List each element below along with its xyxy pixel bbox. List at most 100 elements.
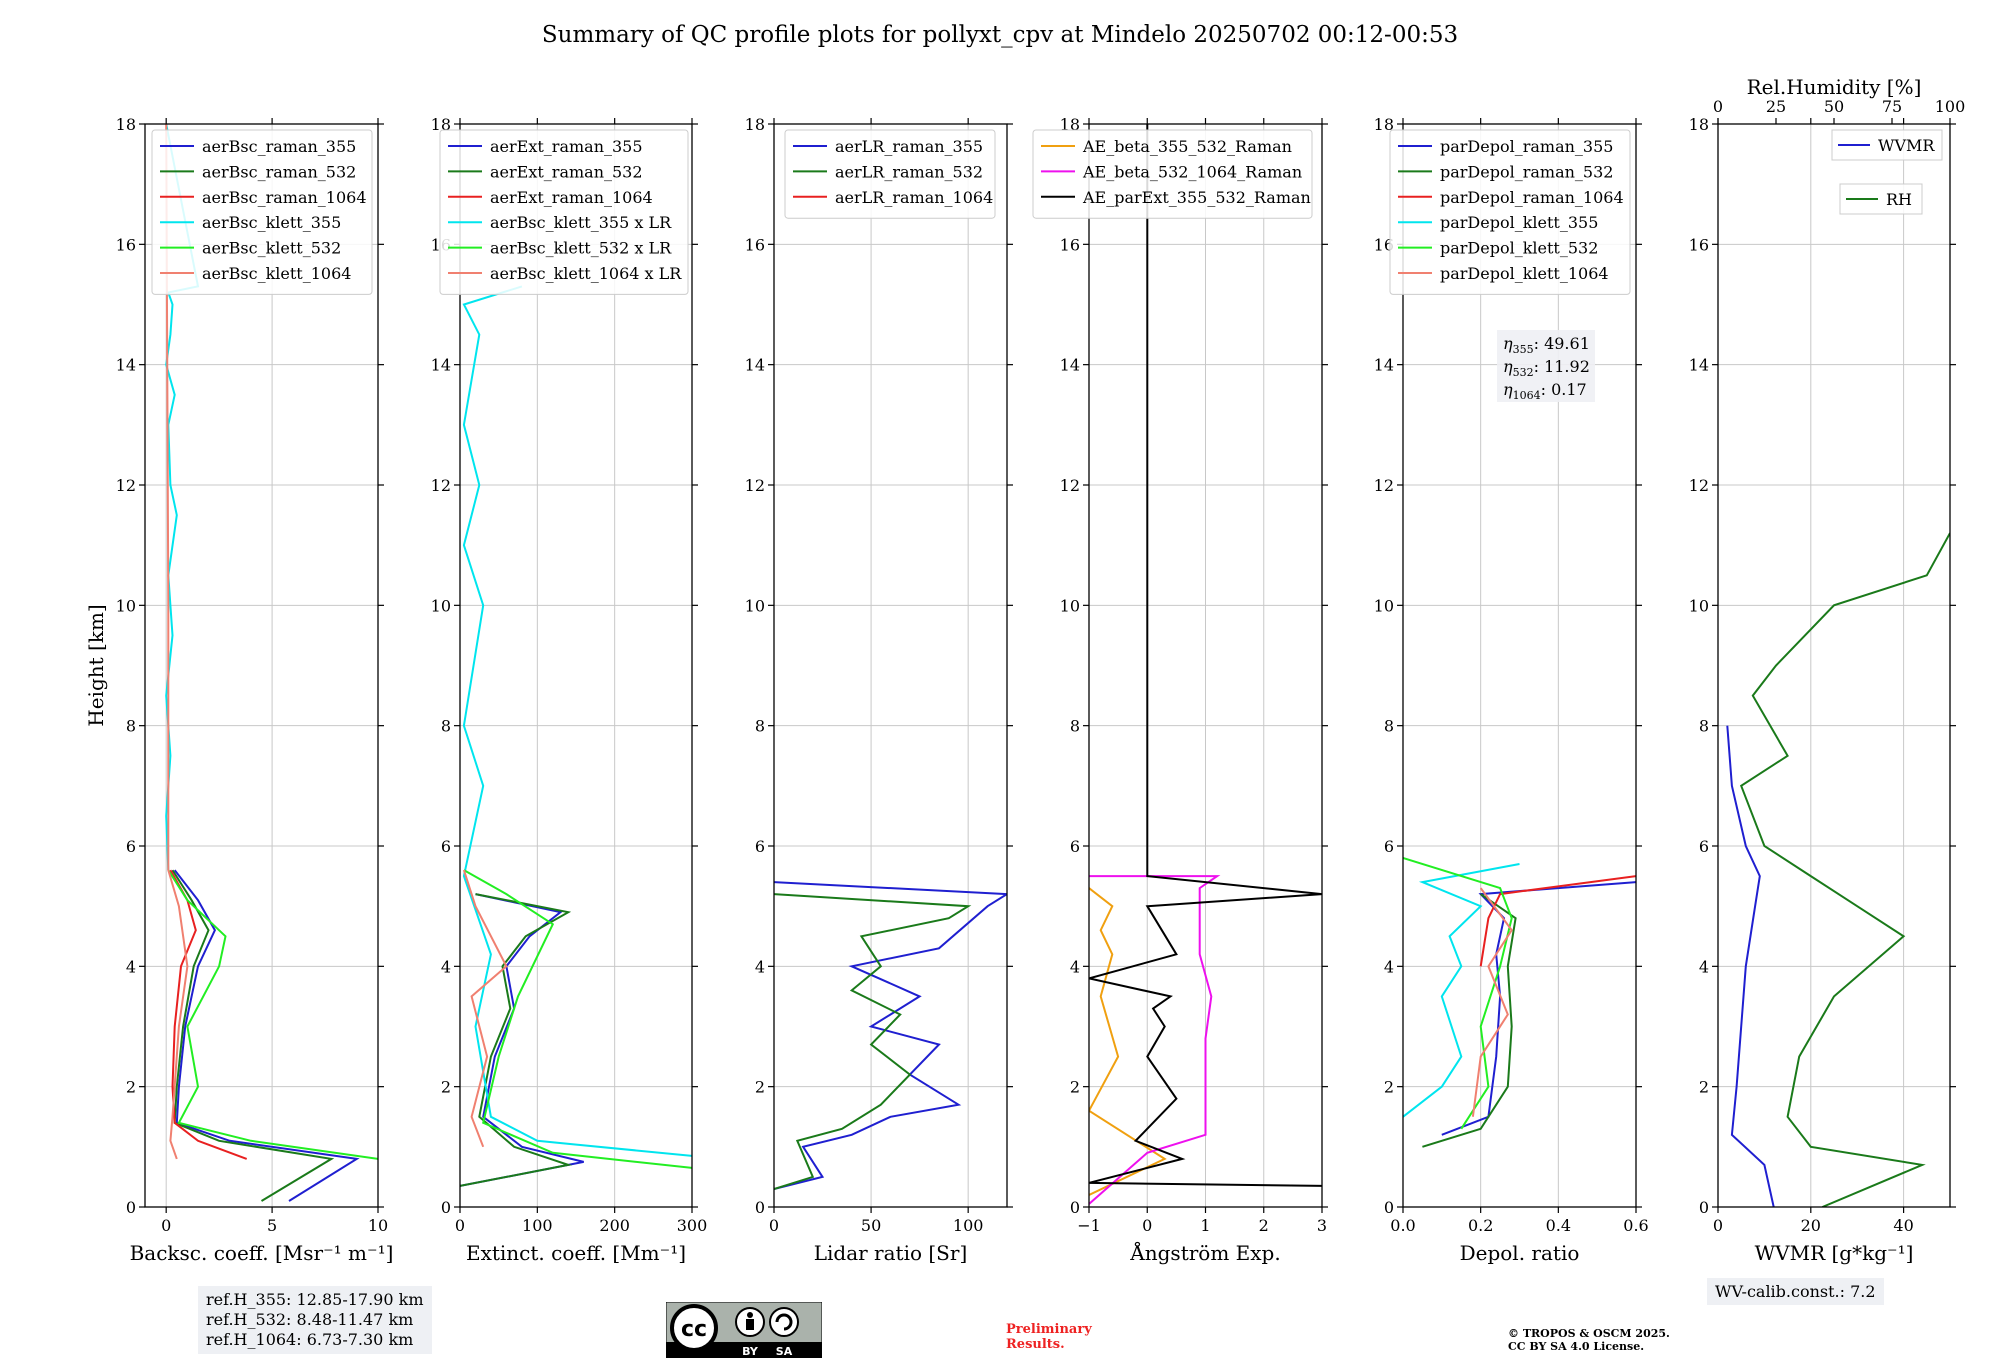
y-tick-label: 12 — [1374, 476, 1394, 495]
series-line-6 — [1471, 887, 1513, 1117]
legend-label: aerBsc_raman_532 — [202, 162, 356, 181]
legend-label: aerExt_raman_532 — [490, 162, 643, 181]
y-tick-label: 16 — [1060, 235, 1080, 254]
legend-label: parDepol_raman_355 — [1440, 137, 1613, 156]
series-line-1 — [774, 881, 1007, 1190]
y-tick-label: 2 — [1384, 1078, 1394, 1097]
y-tick-label: 12 — [431, 476, 451, 495]
legend-label: aerBsc_klett_355 — [202, 213, 341, 232]
x-tick-label: 100 — [953, 1216, 984, 1235]
legend-label: parDepol_raman_1064 — [1440, 188, 1624, 207]
y-tick-label: 18 — [1060, 115, 1080, 134]
y-tick-label: 18 — [116, 115, 136, 134]
axes-frame — [144, 123, 379, 1208]
y-tick-label: 0 — [755, 1198, 765, 1217]
y-tick-label: 8 — [1070, 717, 1080, 736]
y-tick-label: 8 — [126, 717, 136, 736]
y-tick-label: 14 — [745, 356, 765, 375]
y-tick-label: 4 — [1384, 957, 1394, 976]
top-x-tick-label: 25 — [1766, 97, 1786, 116]
y-tick-label: 8 — [441, 717, 451, 736]
y-tick-label: 4 — [1070, 957, 1080, 976]
y-tick-label: 14 — [1374, 356, 1394, 375]
legend-label: aerExt_raman_1064 — [490, 188, 653, 207]
series-line-1 — [173, 869, 360, 1202]
series-line-1 — [1726, 725, 1775, 1207]
legend-box — [151, 129, 373, 295]
legend-label: aerBsc_klett_1064 x LR — [490, 264, 682, 283]
y-tick-label: 4 — [755, 957, 765, 976]
y-tick-label: 16 — [1689, 235, 1709, 254]
y-tick-label: 0 — [1384, 1198, 1394, 1217]
panel-6: 0 20 40 0 2 4 6 8 10 12 14 16 18 WVMR [g*kg⁻¹] 0 25 50 75… — [1689, 75, 1966, 1265]
legend-label: parDepol_raman_532 — [1440, 162, 1613, 181]
ref-height-1064: ref.H_1064: 6.73-7.30 km — [206, 1330, 414, 1349]
x-tick-label: −1 — [1077, 1216, 1101, 1235]
y-tick-label: 14 — [116, 356, 136, 375]
legend-box — [1389, 129, 1631, 295]
series-line-5 — [1403, 857, 1513, 1130]
legend-label: aerLR_raman_355 — [835, 137, 983, 156]
y-tick-label: 18 — [745, 115, 765, 134]
legend-label: WVMR — [1878, 136, 1935, 155]
x-axis-label: Ångström Exp. — [1129, 1240, 1280, 1265]
series-line-3 — [169, 869, 248, 1160]
y-tick-label: 8 — [755, 717, 765, 736]
legend-label: AE_beta_532_1064_Raman — [1082, 162, 1302, 181]
series-line-2 — [460, 893, 573, 1187]
y-tick-label: 6 — [1070, 837, 1080, 856]
sa-label: SA — [776, 1345, 793, 1358]
legend-label: parDepol_klett_532 — [1440, 239, 1598, 258]
x-axis-label: Extinct. coeff. [Mm⁻¹] — [466, 1241, 686, 1265]
copyright-line-1: © TROPOS & OSCM 2025. — [1508, 1327, 1670, 1340]
y-tick-label: 12 — [1689, 476, 1709, 495]
y-tick-label: 2 — [126, 1078, 136, 1097]
x-tick-label: 0.6 — [1623, 1216, 1648, 1235]
y-tick-label: 6 — [441, 837, 451, 856]
x-tick-label: 0 — [1713, 1216, 1723, 1235]
series-line-6 — [165, 124, 189, 1160]
legend-label: aerLR_raman_1064 — [835, 188, 993, 207]
y-tick-label: 4 — [126, 957, 136, 976]
legend-box — [439, 129, 689, 295]
axes-frame — [459, 123, 693, 1208]
cc-logo-text: cc — [681, 1317, 707, 1342]
y-tick-label: 12 — [116, 476, 136, 495]
legend-label: aerBsc_klett_532 — [202, 239, 341, 258]
legend-label: parDepol_klett_355 — [1440, 213, 1598, 232]
x-tick-label: 0 — [769, 1216, 779, 1235]
top-x-axis-label: Rel.Humidity [%] — [1747, 75, 1922, 99]
x-tick-label: 100 — [522, 1216, 553, 1235]
x-tick-label: 5 — [267, 1216, 277, 1235]
axes-frame — [773, 123, 1008, 1208]
y-tick-label: 18 — [1689, 115, 1709, 134]
panel-2: 0100200300024681012141618Extinct. coeff.… — [431, 115, 708, 1265]
y-tick-label: 14 — [1689, 356, 1709, 375]
legend-label: aerBsc_klett_1064 — [202, 264, 351, 283]
x-tick-label: 0 — [1142, 1216, 1152, 1235]
ref-height-532: ref.H_532: 8.48-11.47 km — [206, 1310, 414, 1329]
y-tick-label: 6 — [126, 837, 136, 856]
y-tick-label: 12 — [1060, 476, 1080, 495]
preliminary-line-2: Results. — [1006, 1337, 1065, 1352]
top-x-tick-label: 100 — [1935, 97, 1966, 116]
x-tick-label: 2 — [1259, 1216, 1269, 1235]
y-tick-label: 2 — [755, 1078, 765, 1097]
top-x-tick-label: 50 — [1824, 97, 1844, 116]
y-tick-label: 14 — [1060, 356, 1080, 375]
legend-label: aerBsc_klett_532 x LR — [490, 239, 672, 258]
y-axis-label: Height [km] — [84, 604, 108, 726]
y-tick-label: 6 — [1699, 837, 1709, 856]
series-line-4 — [462, 285, 692, 1157]
y-tick-label: 10 — [745, 596, 765, 615]
x-tick-label: 0 — [161, 1216, 171, 1235]
legend-label: aerBsc_klett_355 x LR — [490, 213, 672, 232]
cc-logo-icon — [670, 1304, 718, 1352]
eta-annotation: η1064: 0.17 — [1503, 380, 1587, 402]
wv-calib-box: WV-calib.const.: 7.2 — [1707, 1278, 1884, 1305]
x-tick-label: 20 — [1801, 1216, 1821, 1235]
series-line-2 — [1422, 893, 1517, 1148]
y-tick-label: 4 — [1699, 957, 1709, 976]
series-line-5 — [463, 869, 692, 1169]
